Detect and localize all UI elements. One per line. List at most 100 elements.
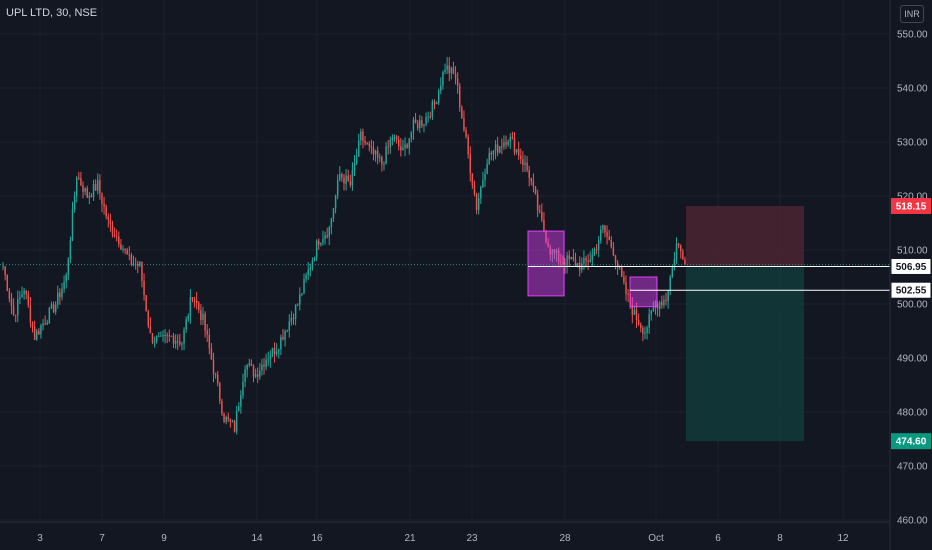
candle-body	[40, 325, 42, 335]
candle-body	[35, 330, 38, 340]
candle-body	[395, 136, 398, 140]
candle-body	[612, 247, 615, 256]
price-tick-label: 460.00	[897, 516, 928, 527]
price-tick-label: 520.00	[897, 192, 928, 203]
candle-body	[252, 365, 255, 377]
candle-body	[309, 268, 312, 270]
candle-body	[355, 156, 358, 164]
candle-body	[336, 179, 339, 196]
candle-body	[130, 254, 133, 265]
stop-price-tag-label: 518.15	[896, 201, 927, 212]
candle-body	[667, 291, 669, 302]
candle-body	[124, 248, 126, 250]
candle-body	[221, 401, 223, 414]
candle-body	[442, 71, 444, 86]
candle-body	[198, 302, 200, 311]
target-price-tag	[891, 433, 931, 450]
candle-body	[88, 195, 91, 198]
time-axis[interactable]: 3 7 9 14 16 21 23 28 Oct 6 8 12	[37, 533, 849, 544]
candle-body	[616, 262, 619, 267]
candle-body	[174, 340, 177, 344]
candle-body	[296, 304, 299, 306]
candle-body	[507, 141, 509, 145]
candle-body	[101, 193, 103, 204]
candle-body	[2, 266, 4, 268]
candle-body	[14, 314, 17, 316]
time-tick-label: 7	[99, 533, 105, 544]
candle-body	[520, 155, 522, 160]
price-tick-label: 540.00	[897, 84, 928, 95]
candle-body	[494, 144, 497, 152]
candle-body	[118, 236, 120, 245]
candle-body	[50, 304, 53, 309]
candle-body	[139, 261, 141, 266]
candle-body	[595, 249, 598, 251]
candle-body	[446, 65, 448, 70]
time-tick-label: 9	[161, 533, 167, 544]
candle-body	[570, 257, 573, 260]
candle-body	[379, 157, 381, 159]
candle-body	[94, 183, 97, 191]
candle-body	[80, 178, 82, 186]
candle-body	[240, 395, 242, 407]
candle-body	[406, 144, 408, 148]
candle-body	[185, 319, 187, 330]
time-tick-label: Oct	[648, 533, 664, 544]
candle-body	[671, 265, 674, 277]
candle-body	[246, 365, 248, 370]
candle-body	[223, 413, 225, 422]
candle-body	[431, 101, 434, 117]
candle-body	[648, 314, 650, 328]
price-tick-label: 500.00	[897, 300, 928, 311]
stop-loss-zone	[686, 205, 804, 267]
candle-body	[488, 152, 490, 164]
price-tick-label: 480.00	[897, 408, 928, 419]
candle-body	[469, 154, 472, 174]
candle-body	[10, 298, 13, 306]
candle-body	[387, 146, 389, 148]
candlestick-series	[2, 56, 686, 435]
candle-body	[155, 336, 158, 342]
candle-body	[376, 150, 379, 158]
candle-body	[404, 144, 406, 148]
candle-body	[282, 336, 284, 340]
candle-body	[463, 118, 465, 131]
price-axis[interactable]: 550.00 540.00 530.00 520.00 510.00 500.00 490.…	[897, 30, 928, 527]
candle-body	[63, 281, 65, 289]
candle-body	[437, 90, 440, 103]
candle-body	[673, 259, 676, 266]
level-tag-lower-label: 502.55	[896, 286, 927, 297]
time-tick-label: 3	[37, 533, 43, 544]
currency-button[interactable]: INR	[900, 5, 924, 23]
candle-body	[524, 162, 526, 165]
candle-body	[397, 139, 400, 147]
candle-body	[158, 336, 160, 338]
candle-body	[503, 142, 505, 147]
price-tick-label: 530.00	[897, 138, 928, 149]
candle-body	[278, 349, 280, 352]
candle-body	[477, 198, 480, 211]
candle-body	[25, 290, 27, 294]
candle-body	[593, 249, 596, 255]
candle-body	[303, 278, 305, 294]
candle-body	[448, 65, 450, 74]
candle-body	[492, 151, 495, 155]
candle-body	[682, 251, 684, 260]
candle-body	[305, 275, 307, 279]
candle-body	[86, 188, 88, 198]
candle-body	[536, 194, 539, 211]
candle-body	[663, 299, 665, 306]
highlight-box	[629, 276, 658, 308]
candle-body	[459, 85, 461, 108]
candle-body	[122, 248, 124, 250]
candle-body	[475, 194, 478, 211]
candle-body	[600, 229, 602, 241]
candle-body	[353, 163, 356, 171]
candle-body	[467, 136, 469, 155]
candle-body	[625, 282, 627, 294]
candle-body	[585, 258, 587, 261]
candle-body	[65, 274, 67, 282]
candle-body	[549, 247, 551, 255]
candle-body	[357, 140, 360, 157]
